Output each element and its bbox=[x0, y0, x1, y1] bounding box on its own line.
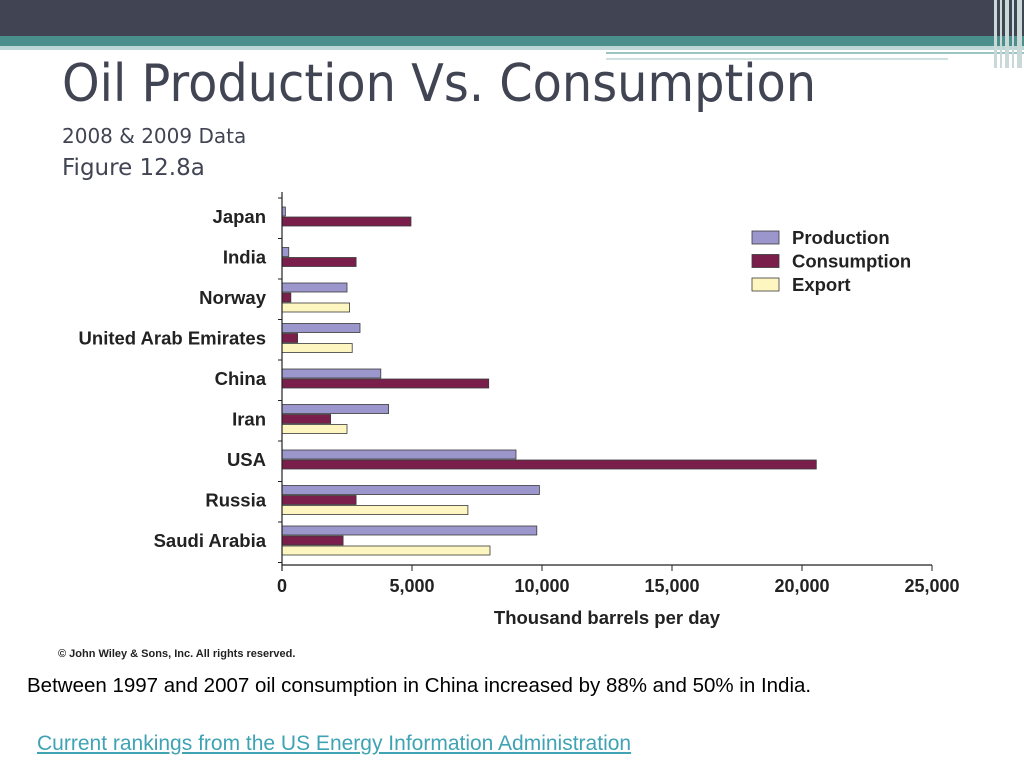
bar-production-usa bbox=[281, 449, 517, 460]
category-label-norway: Norway bbox=[199, 287, 267, 308]
category-label-iran: Iran bbox=[232, 409, 266, 430]
category-label-russia: Russia bbox=[205, 490, 266, 511]
category-label-usa: USA bbox=[227, 449, 266, 470]
x-axis-label: Thousand barrels per day bbox=[494, 607, 721, 628]
bar-production-united-arab-emirates bbox=[281, 323, 361, 333]
legend-swatch-production bbox=[751, 230, 780, 245]
category-label-saudi-arabia: Saudi Arabia bbox=[154, 530, 267, 551]
bar-consumption-japan bbox=[281, 216, 412, 227]
category-label-india: India bbox=[223, 247, 267, 268]
bar-export-iran bbox=[281, 424, 348, 434]
footnote-text: Between 1997 and 2007 oil consumption in… bbox=[27, 674, 812, 697]
bar-production-iran bbox=[281, 404, 389, 414]
bar-production-norway bbox=[281, 282, 348, 293]
bar-export-saudi-arabia bbox=[281, 545, 491, 556]
category-label-japan: Japan bbox=[213, 206, 266, 227]
bar-consumption-russia bbox=[281, 495, 357, 505]
legend-label-consumption: Consumption bbox=[792, 251, 911, 272]
x-tick-label: 0 bbox=[277, 576, 287, 596]
bar-export-russia bbox=[281, 505, 469, 515]
slide-title: Oil Production Vs. Consumption bbox=[62, 54, 817, 114]
bar-export-united-arab-emirates bbox=[281, 343, 353, 353]
eia-rankings-link[interactable]: Current rankings from the US Energy Info… bbox=[37, 732, 632, 755]
bar-consumption-united-arab-emirates bbox=[281, 333, 299, 343]
x-tick-label: 20,000 bbox=[774, 576, 829, 596]
x-tick-label: 15,000 bbox=[644, 576, 699, 596]
x-tick-label: 10,000 bbox=[514, 576, 569, 596]
header-teal-stripe bbox=[0, 36, 1024, 46]
category-label-china: China bbox=[215, 368, 267, 389]
legend-swatch-consumption bbox=[751, 254, 780, 268]
copyright-notice: © John Wiley & Sons, Inc. All rights res… bbox=[58, 648, 296, 660]
header-decor-line bbox=[606, 52, 1024, 54]
bar-production-china bbox=[281, 368, 382, 379]
legend-swatch-export bbox=[751, 277, 780, 292]
x-tick-label: 25,000 bbox=[904, 576, 959, 596]
category-label-united-arab-emirates: United Arab Emirates bbox=[79, 328, 266, 349]
header-bar bbox=[0, 0, 1024, 36]
figure-label: Figure 12.8a bbox=[62, 155, 205, 181]
bar-consumption-usa bbox=[281, 459, 817, 470]
bar-consumption-india bbox=[281, 257, 357, 267]
bar-production-saudi-arabia bbox=[281, 525, 538, 536]
bar-export-norway bbox=[281, 302, 350, 313]
bar-consumption-china bbox=[281, 378, 490, 389]
bar-consumption-iran bbox=[281, 414, 332, 424]
oil-bar-chart: Japan India Norway United Arab Emirates Chin… bbox=[79, 192, 960, 628]
header-light-stripe bbox=[0, 46, 1024, 50]
legend-label-export: Export bbox=[792, 274, 851, 295]
bar-consumption-norway bbox=[281, 292, 292, 303]
legend-label-production: Production bbox=[792, 227, 890, 248]
bar-production-india bbox=[281, 247, 290, 257]
bar-consumption-saudi-arabia bbox=[281, 535, 344, 546]
header-decor-stripes bbox=[990, 0, 1024, 68]
x-tick-label: 5,000 bbox=[389, 576, 434, 596]
bar-production-russia bbox=[281, 485, 540, 495]
header-decor-line bbox=[606, 58, 948, 60]
slide-subtitle: 2008 & 2009 Data bbox=[62, 124, 247, 148]
